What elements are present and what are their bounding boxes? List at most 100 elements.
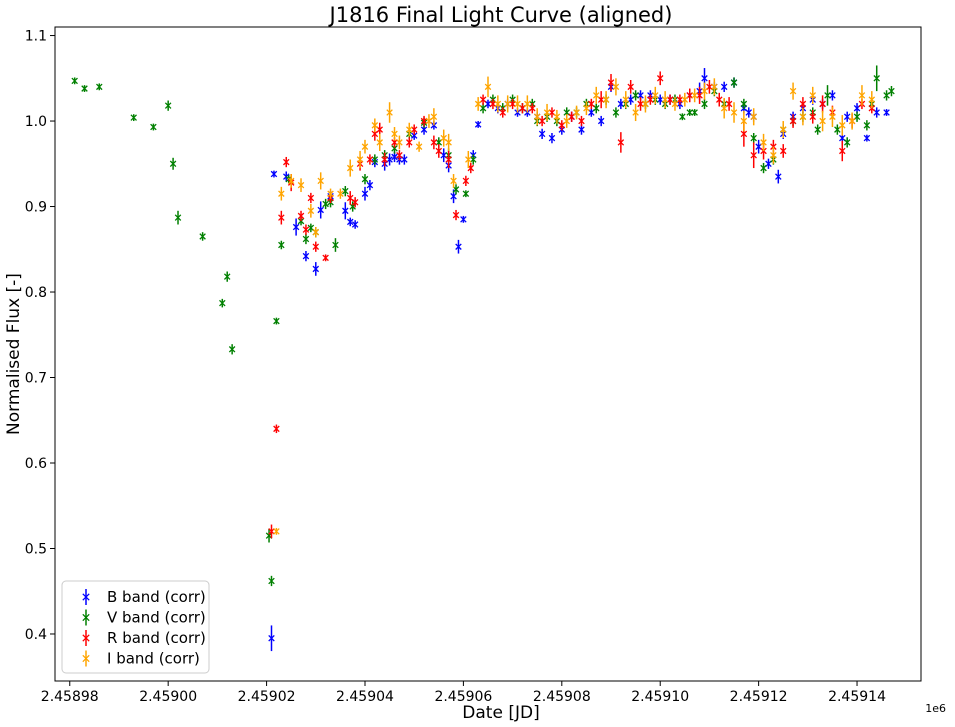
point-marker bbox=[391, 130, 398, 138]
point-marker bbox=[789, 117, 797, 125]
data-point bbox=[351, 197, 359, 208]
data-point bbox=[356, 150, 364, 169]
point-marker bbox=[740, 100, 748, 108]
data-point bbox=[489, 98, 497, 110]
data-point bbox=[317, 201, 324, 219]
data-point bbox=[573, 105, 580, 120]
point-marker bbox=[642, 100, 649, 108]
point-marker bbox=[351, 198, 359, 206]
data-point bbox=[553, 109, 561, 124]
point-marker bbox=[346, 218, 354, 226]
data-point bbox=[312, 262, 320, 276]
point-marker bbox=[445, 156, 452, 163]
point-marker bbox=[632, 109, 639, 116]
data-point bbox=[302, 233, 310, 245]
data-point bbox=[681, 92, 689, 107]
point-marker bbox=[361, 190, 369, 197]
point-marker bbox=[652, 92, 659, 99]
point-marker bbox=[863, 134, 871, 142]
data-point bbox=[627, 94, 634, 105]
point-marker bbox=[829, 92, 836, 99]
point-marker bbox=[287, 177, 295, 185]
data-point bbox=[346, 217, 354, 227]
point-marker bbox=[317, 206, 324, 214]
point-marker bbox=[366, 156, 374, 163]
point-marker bbox=[273, 528, 280, 535]
data-point bbox=[401, 154, 408, 165]
legend-label: V band (corr) bbox=[107, 609, 206, 627]
point-marker bbox=[612, 83, 620, 91]
x-tick-label: 2.45900 bbox=[139, 689, 197, 705]
legend-marker bbox=[82, 634, 90, 642]
data-point bbox=[868, 91, 876, 109]
data-point bbox=[332, 238, 339, 252]
data-point bbox=[391, 127, 398, 141]
point-marker bbox=[839, 147, 846, 155]
point-marker bbox=[174, 214, 182, 221]
data-point bbox=[548, 133, 556, 144]
point-marker bbox=[868, 96, 876, 103]
point-marker bbox=[779, 147, 787, 155]
data-point bbox=[415, 141, 423, 152]
point-marker bbox=[524, 100, 531, 108]
series-4 bbox=[273, 76, 876, 535]
data-point bbox=[819, 95, 826, 113]
point-marker bbox=[819, 117, 826, 125]
data-point bbox=[701, 82, 708, 100]
point-marker bbox=[415, 143, 423, 150]
point-marker bbox=[799, 100, 807, 108]
point-marker bbox=[679, 113, 686, 121]
x-tick-label: 2.45902 bbox=[238, 689, 296, 705]
data-point bbox=[270, 170, 278, 178]
point-marker bbox=[499, 109, 507, 116]
point-marker bbox=[622, 96, 630, 103]
series-layer bbox=[71, 65, 895, 652]
data-point bbox=[322, 198, 329, 210]
data-point bbox=[883, 109, 890, 116]
data-point bbox=[410, 124, 418, 135]
data-point bbox=[219, 298, 226, 308]
point-marker bbox=[701, 100, 708, 108]
data-point bbox=[627, 80, 634, 94]
data-point bbox=[809, 86, 817, 104]
x-axis-label: Date [JD] bbox=[462, 703, 539, 723]
point-marker bbox=[474, 121, 482, 128]
point-marker bbox=[819, 100, 826, 108]
point-marker bbox=[888, 87, 895, 95]
legend-marker bbox=[82, 613, 90, 622]
x-tick-label: 2.45906 bbox=[434, 689, 492, 705]
data-point bbox=[130, 114, 137, 122]
data-point bbox=[538, 115, 546, 127]
point-marker bbox=[199, 233, 206, 240]
y-axis-label: Normalised Flux [-] bbox=[4, 273, 24, 435]
data-point bbox=[297, 178, 305, 192]
data-point bbox=[588, 108, 595, 117]
data-point bbox=[440, 148, 447, 163]
data-point bbox=[312, 227, 320, 238]
data-point bbox=[848, 112, 856, 130]
series-3 bbox=[268, 71, 876, 539]
data-point bbox=[745, 107, 753, 118]
data-point bbox=[706, 80, 713, 94]
point-marker bbox=[509, 100, 516, 108]
point-marker bbox=[376, 139, 384, 146]
data-point bbox=[622, 91, 630, 109]
data-point bbox=[371, 118, 379, 133]
y-tick-label: 0.9 bbox=[25, 200, 47, 216]
data-point bbox=[174, 210, 182, 225]
y-tick-label: 0.5 bbox=[25, 541, 47, 557]
data-point bbox=[839, 140, 846, 162]
data-point bbox=[283, 156, 290, 168]
data-point bbox=[287, 174, 295, 188]
point-marker bbox=[701, 75, 708, 82]
x-tick-label: 2.45914 bbox=[828, 689, 886, 705]
legend-box bbox=[61, 580, 210, 674]
data-point bbox=[740, 98, 748, 110]
point-marker bbox=[573, 109, 580, 116]
legend-marker bbox=[82, 654, 90, 663]
data-point bbox=[366, 154, 374, 165]
point-marker bbox=[386, 109, 393, 116]
data-point bbox=[223, 271, 231, 282]
data-point bbox=[268, 625, 275, 652]
point-marker bbox=[597, 117, 605, 125]
